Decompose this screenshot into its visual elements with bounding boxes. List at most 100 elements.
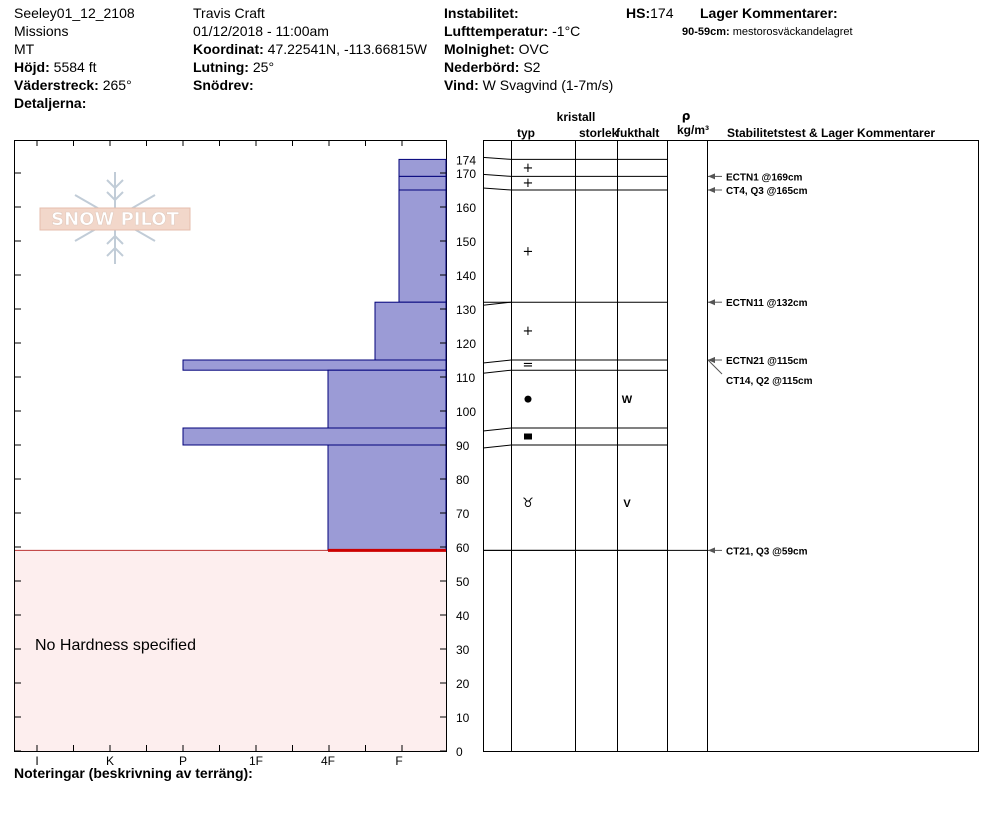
depth-tick-label: 0: [456, 745, 463, 759]
hardness-tick-label: I: [35, 754, 38, 768]
elevation-value: 5584 ft: [53, 59, 97, 75]
header-stability: Stabilitetstest & Lager Kommentarer: [727, 126, 935, 140]
depth-tick-label: 60: [456, 541, 470, 555]
notes-label: Noteringar (beskrivning av terräng):: [14, 765, 253, 781]
slope-row: Lutning: 25°: [193, 58, 274, 76]
table-connector: [482, 427, 512, 432]
stability-test-label: CT14, Q2 @115cm: [726, 376, 813, 387]
region: Missions: [14, 23, 69, 39]
datetime: 01/12/2018 - 11:00am: [193, 23, 329, 39]
hardness-layer-bar: [182, 427, 447, 446]
observer: Travis Craft: [193, 5, 265, 21]
table-connector: [482, 156, 512, 160]
hs-label: HS:: [626, 5, 651, 21]
depth-tick-label: 30: [456, 643, 470, 657]
depth-tick-label: 120: [456, 337, 476, 351]
table-connector: [482, 173, 512, 177]
hardness-tick-label: F: [395, 754, 402, 768]
table-connector: [482, 187, 512, 191]
coordinate-label: Koordinat:: [193, 41, 264, 57]
moisture-value: V: [623, 498, 631, 510]
layer-table-frame: [483, 140, 979, 752]
depth-tick-label: 150: [456, 235, 476, 249]
grain-type-symbol: +: [523, 176, 534, 191]
depth-tick-label: 110: [456, 371, 475, 385]
grain-type-symbol: =: [523, 358, 534, 373]
grain-type-symbol: +: [523, 245, 534, 260]
stability-test-arrowhead: [708, 547, 715, 554]
stability-tests: ECTN1 @169cm CT4, Q3 @165cm ECTN11 @132cm E…: [707, 172, 813, 557]
grain-type-symbol: +: [523, 161, 534, 176]
stability-test-arrow: [707, 359, 723, 375]
stability-test-label: ECTN11 @132cm: [726, 298, 808, 309]
air-temp-row: Lufttemperatur: -1°C: [444, 22, 580, 40]
depth-tick-label: 80: [456, 473, 470, 487]
hardness-layer-bar: [327, 369, 447, 429]
grain-type-symbol: +: [523, 324, 534, 339]
air-temp-label: Lufttemperatur:: [444, 23, 549, 39]
coordinate-row: Koordinat: 47.22541N, -113.66815W: [193, 40, 427, 58]
hardness-tick-label: P: [179, 754, 187, 768]
slope-label: Lutning:: [193, 59, 249, 75]
wind-row: Vind: W Svagvind (1-7m/s): [444, 76, 613, 94]
hardness-tick-label: 4F: [321, 754, 335, 768]
wind-loading-label: Snödrev:: [193, 77, 254, 93]
state: MT: [14, 41, 35, 57]
hardness-layer-bar: [398, 158, 447, 177]
details-label: Detaljerna:: [14, 95, 87, 111]
aspect-row: Väderstreck: 265°: [14, 76, 132, 94]
layer-table: ++++=W♉ V: [482, 156, 707, 551]
layer-comments-label: Lager Kommentarer:: [700, 5, 838, 21]
stability-test-arrowhead: [708, 299, 715, 306]
aspect-label: Väderstreck:: [14, 77, 99, 93]
sky-label: Molnighet:: [444, 41, 515, 57]
layer-comment-text: mestorosväckandelagret: [732, 26, 853, 38]
stability-test-arrowhead: [708, 357, 715, 363]
svg-text:SNOW PILOT: SNOW PILOT: [51, 209, 179, 230]
air-temp-value: -1°C: [552, 23, 581, 39]
site-name: Seeley01_12_2108: [14, 5, 135, 21]
depth-tick-label: 50: [456, 575, 470, 589]
no-hardness-fill: [15, 550, 446, 751]
grain-type-symbol: ♉: [522, 496, 534, 511]
precip-value: S2: [523, 59, 541, 75]
sky-row: Molnighet: OVC: [444, 40, 549, 58]
wind-value: W Svagvind (1-7m/s): [482, 77, 614, 93]
hs-value: 174: [650, 5, 674, 21]
wind-label: Vind:: [444, 77, 479, 93]
depth-tick-label: 90: [456, 439, 470, 453]
sky-value: OVC: [518, 41, 549, 57]
grain-type-symbol: [524, 395, 532, 403]
precip-row: Nederbörd: S2: [444, 58, 540, 76]
elevation-row: Höjd: 5584 ft: [14, 58, 96, 76]
depth-tick-label: 70: [456, 507, 470, 521]
no-hardness-region: [15, 550, 446, 751]
header-storlek: storlek: [579, 126, 619, 140]
depth-tick-label: 130: [456, 303, 476, 317]
hardness-layer-bar: [182, 359, 447, 371]
elevation-label: Höjd:: [14, 59, 50, 75]
hardness-tick-label: K: [106, 754, 114, 768]
stability-test-arrowhead: [708, 173, 715, 180]
depth-tick-label: 40: [456, 609, 470, 623]
hardness-layers: [15, 158, 447, 552]
header-typ: typ: [517, 126, 535, 140]
stability-test-label: ECTN1 @169cm: [726, 172, 803, 183]
depth-tick-label: 100: [456, 405, 476, 419]
moisture-value: W: [622, 394, 633, 406]
stability-test-label: CT4, Q3 @165cm: [726, 186, 808, 197]
hardness-tick-label: 1F: [249, 754, 263, 768]
grain-type-symbol: [524, 433, 532, 440]
stability-test-label: CT21, Q3 @59cm: [726, 546, 808, 557]
header-fukthalt: fukthalt: [616, 126, 659, 140]
stability-test-label: ECTN21 @115cm: [726, 356, 808, 367]
stability-test-arrowhead: [708, 187, 715, 193]
hardness-layer-bar: [327, 444, 447, 551]
depth-tick-label: 160: [456, 201, 476, 215]
precip-label: Nederbörd:: [444, 59, 520, 75]
hardness-layer-bar: [398, 175, 447, 191]
layer-comment-range: 90-59cm:: [682, 26, 730, 38]
depth-tick-label: 174: [456, 153, 476, 167]
table-connector: [482, 444, 512, 449]
